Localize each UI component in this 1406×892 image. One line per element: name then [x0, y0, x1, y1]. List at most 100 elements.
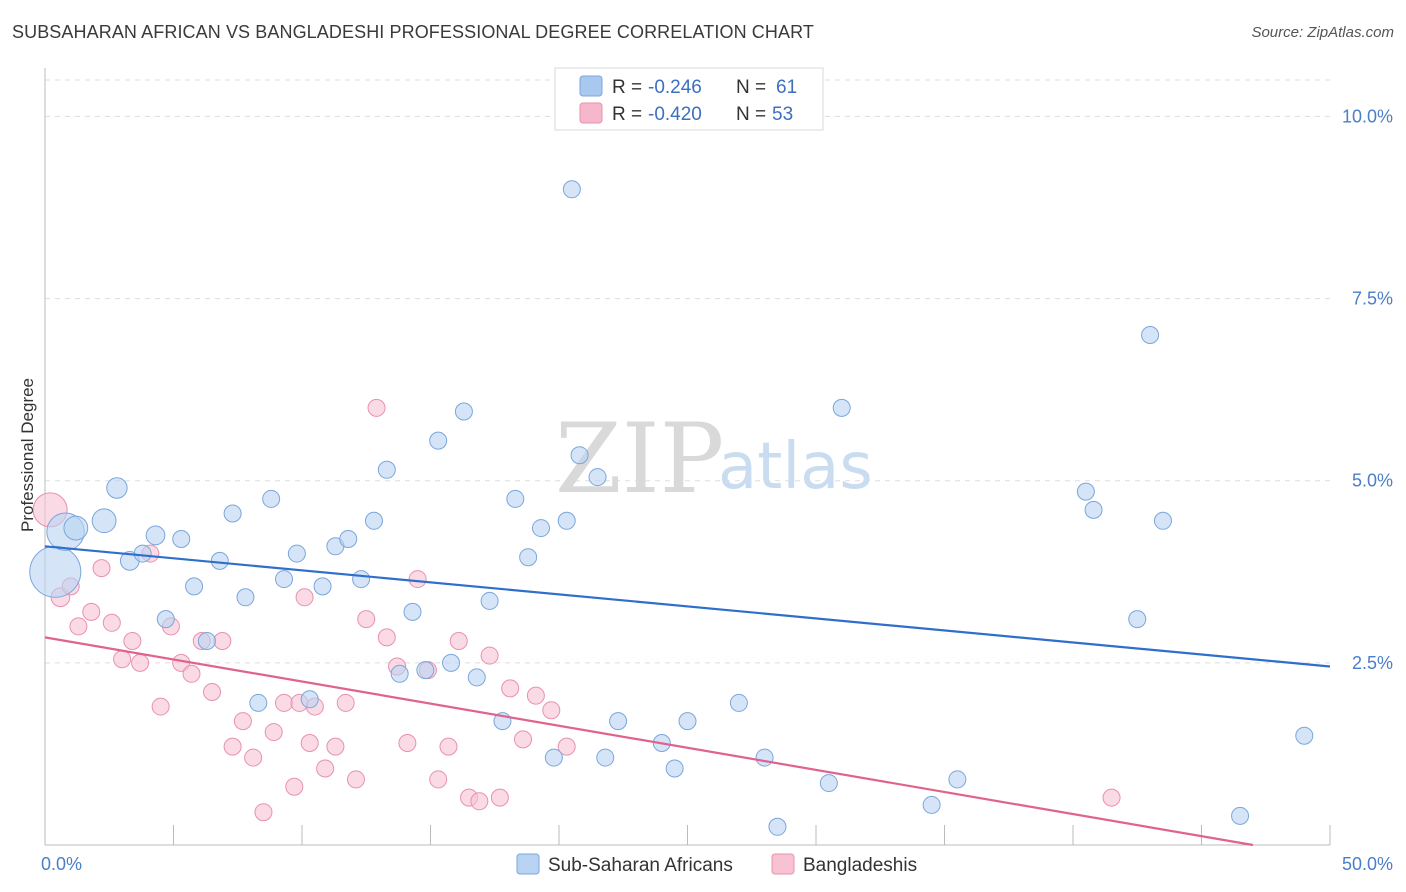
- bangladeshi-point-32: [367, 398, 386, 417]
- subsaharan-point-43: [596, 748, 615, 767]
- bangladeshi-point-36: [408, 570, 427, 589]
- trend-lines: [44, 545, 1331, 847]
- subsaharan-point-37: [532, 519, 551, 538]
- bangladeshi-point-11: [151, 697, 170, 716]
- subsaharan-point-44: [609, 712, 628, 731]
- subsaharan-point-32: [467, 668, 486, 687]
- subsaharan-point-59: [1153, 511, 1172, 530]
- subsaharan-point-28: [416, 661, 435, 680]
- subsaharan-point-22: [339, 530, 358, 548]
- subsaharan-point-52: [832, 398, 851, 417]
- bangladeshi-point-20: [244, 748, 263, 767]
- bangladeshi-point-47: [526, 686, 545, 705]
- subsaharan-point-25: [377, 460, 396, 479]
- subsaharan-point-60: [1295, 726, 1314, 745]
- subsaharan-point-33: [480, 591, 499, 610]
- watermark: ZIP atlas: [555, 403, 873, 515]
- subsaharan-point-15: [249, 693, 268, 712]
- bangladeshi-point-17: [213, 632, 232, 650]
- subsaharan-point-38: [544, 748, 563, 767]
- subsaharan-point-56: [1084, 500, 1103, 519]
- bangladeshi-point-48: [542, 701, 561, 720]
- chart-title: SUBSAHARAN AFRICAN VS BANGLADESHI PROFES…: [12, 22, 814, 42]
- bangladeshi-point-21: [254, 803, 273, 822]
- legend-n-value-1: 53: [772, 104, 793, 125]
- bangladeshi-point-35: [398, 734, 417, 752]
- subsaharan-point-23: [352, 570, 371, 589]
- subsaharan-point-12: [210, 551, 229, 570]
- bangladeshi-point-29: [336, 693, 355, 712]
- bangladeshi-point-8: [123, 632, 142, 650]
- subsaharan-point-55: [1076, 482, 1095, 501]
- trend-line-bangladeshi: [44, 636, 1254, 847]
- bangladeshi-point-40: [449, 632, 468, 650]
- subsaharan-point-17: [275, 570, 294, 589]
- subsaharan-point-35: [506, 489, 525, 508]
- subsaharan-point-36: [519, 548, 538, 567]
- bangladeshi-point-24: [285, 777, 304, 796]
- bangladeshi-point-3: [69, 617, 88, 636]
- subsaharan-point-20: [313, 577, 332, 596]
- subsaharan-point-18: [287, 544, 306, 563]
- subsaharan-point-49: [755, 748, 774, 767]
- bangladeshi-point-38: [429, 770, 448, 789]
- bangladeshi-point-50: [300, 734, 319, 752]
- bottom-legend-swatch-bangladeshi: [771, 853, 795, 875]
- subsaharan-point-6: [133, 544, 152, 563]
- legend-r-value-1: -0.420: [648, 104, 702, 125]
- legend-r-value-0: -0.246: [648, 77, 702, 98]
- y-tick-label-0: 2.5%: [1352, 653, 1393, 673]
- bangladeshi-point-7: [113, 650, 132, 669]
- bangladeshi-point-19: [233, 712, 252, 731]
- bangladeshi-point-9: [131, 653, 150, 672]
- watermark-atlas: atlas: [718, 430, 873, 504]
- bangladeshi-point-39: [439, 737, 458, 756]
- subsaharan-point-50: [768, 817, 787, 836]
- bangladeshi-point-30: [346, 770, 365, 789]
- bangladeshi-point-49: [557, 737, 576, 756]
- y-tick-label-1: 5.0%: [1352, 471, 1393, 491]
- bangladeshi-point-31: [357, 610, 376, 629]
- bangladeshi-point-4: [82, 602, 101, 621]
- bangladeshi-point-27: [316, 759, 335, 778]
- subsaharan-point-7: [145, 525, 166, 546]
- subsaharan-point-27: [403, 602, 422, 621]
- subsaharan-point-26: [390, 664, 409, 683]
- legend-r-label-0: R =: [612, 77, 642, 98]
- subsaharan-point-42: [588, 468, 607, 487]
- subsaharan-point-4: [106, 477, 128, 499]
- bangladeshi-point-5: [92, 559, 111, 578]
- x-tick-labels: 0.0% 50.0%: [41, 854, 1393, 874]
- subsaharan-point-14: [236, 588, 255, 607]
- subsaharan-point-8: [156, 610, 175, 629]
- subsaharan-point-57: [1128, 610, 1147, 629]
- bottom-legend: Sub-Saharan Africans Bangladeshis: [516, 853, 917, 876]
- subsaharan-point-47: [678, 712, 697, 731]
- bangladeshi-point-43: [480, 646, 499, 665]
- subsaharan-point-10: [185, 577, 204, 596]
- legend-n-label-0: N =: [736, 77, 766, 98]
- subsaharan-point-29: [429, 431, 448, 450]
- bangladeshi-point-22: [264, 723, 283, 742]
- bangladeshi-point-25: [295, 588, 314, 607]
- bangladeshi-point-6: [102, 613, 121, 632]
- bangladeshi-point-16: [203, 683, 222, 701]
- subsaharan-point-19: [300, 690, 319, 709]
- subsaharan-point-3: [91, 508, 117, 534]
- grid-lines: [45, 79, 1330, 664]
- bangladeshi-point-14: [182, 664, 201, 683]
- legend-r-label-1: R =: [612, 104, 642, 125]
- bangladeshi-point-44: [490, 788, 509, 807]
- bottom-legend-swatch-subsaharan: [516, 853, 540, 875]
- subsaharan-point-0: [29, 545, 82, 598]
- source-label: Source: ZipAtlas.com: [1251, 24, 1394, 41]
- bangladeshi-point-23: [275, 693, 294, 712]
- x-tick-label-0: 0.0%: [41, 854, 82, 874]
- subsaharan-point-16: [262, 489, 281, 508]
- trend-line-subsaharan: [44, 545, 1331, 668]
- subsaharan-point-11: [197, 632, 216, 650]
- subsaharan-point-40: [562, 180, 581, 199]
- subsaharan-point-39: [557, 511, 576, 530]
- bangladeshi-point-42: [470, 792, 489, 811]
